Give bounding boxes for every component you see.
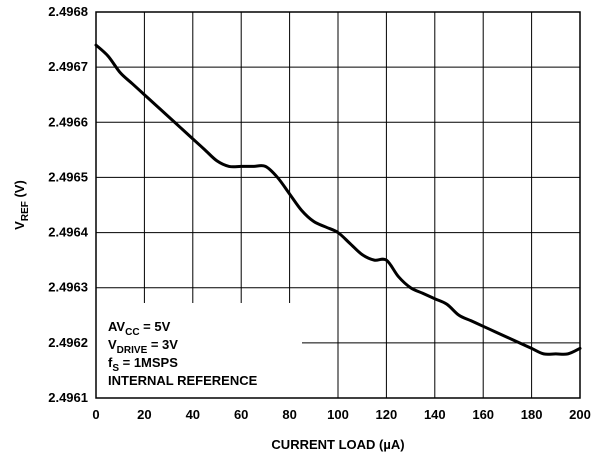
annotation-vdrive: VDRIVE = 3V (108, 337, 178, 356)
x-tick-label: 60 (234, 407, 248, 422)
y-tick-label: 2.4965 (48, 169, 88, 184)
y-tick-label: 2.4961 (48, 390, 88, 405)
annotation-avcc: AVCC = 5V (108, 319, 171, 338)
x-tick-label: 0 (92, 407, 99, 422)
x-axis-label: CURRENT LOAD (µA) (271, 437, 404, 452)
annotation-reference: INTERNAL REFERENCE (108, 373, 258, 388)
series-line (94, 43, 582, 356)
x-tick-label: 200 (569, 407, 591, 422)
y-tick-label: 2.4967 (48, 59, 88, 74)
plot-frame (95, 11, 581, 399)
x-tick-label: 100 (327, 407, 349, 422)
x-tick-label: 40 (186, 407, 200, 422)
y-axis-label: VREF (V) (12, 180, 31, 230)
y-tick-label: 2.4968 (48, 4, 88, 19)
x-tick-label: 160 (472, 407, 494, 422)
x-tick-label: 80 (282, 407, 296, 422)
y-tick-label: 2.4966 (48, 114, 88, 129)
x-tick-label: 140 (424, 407, 446, 422)
y-tick-label: 2.4964 (48, 225, 89, 240)
x-tick-label: 120 (376, 407, 398, 422)
x-tick-label: 20 (137, 407, 151, 422)
x-tick-labels: 0 20 40 60 80 100 120 140 160 180 200 (92, 407, 590, 422)
y-tick-label: 2.4963 (48, 280, 88, 295)
annotation-box (96, 303, 302, 398)
x-tick-label: 180 (521, 407, 543, 422)
y-tick-labels: 2.4961 2.4962 2.4963 2.4964 2.4965 2.4966 2.49… (48, 4, 89, 405)
annotation-fs: fS = 1MSPS (108, 355, 178, 374)
y-tick-label: 2.4962 (48, 335, 88, 350)
